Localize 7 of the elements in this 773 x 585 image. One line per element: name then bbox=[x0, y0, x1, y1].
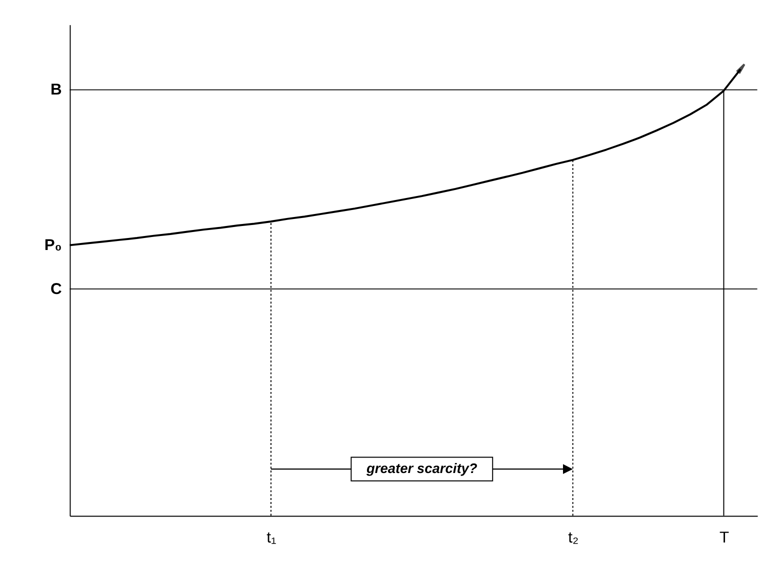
ref-line-label: B bbox=[50, 82, 62, 99]
x-tick-label: T bbox=[719, 530, 730, 547]
text: P₀ bbox=[44, 237, 62, 254]
ref-line-label: C bbox=[50, 280, 62, 298]
x-tick-label: t₁ bbox=[266, 530, 276, 547]
x-tick-label: t₂ bbox=[568, 530, 579, 547]
annotation: greater scarcity? bbox=[365, 461, 478, 476]
